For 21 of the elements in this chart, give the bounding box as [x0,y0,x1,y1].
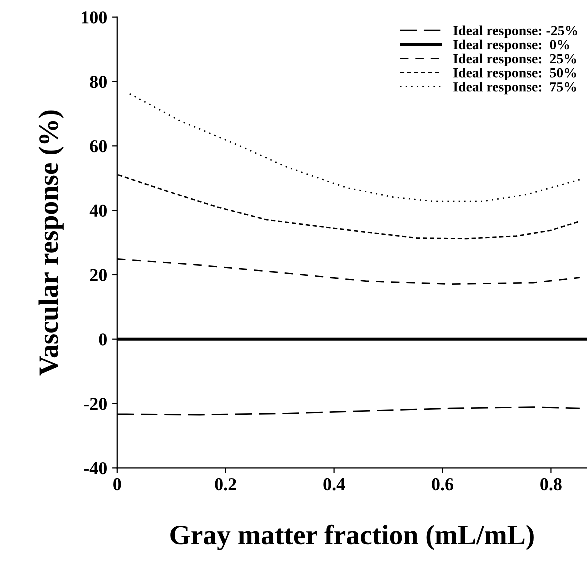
x-axis-title: Gray matter fraction (mL/mL) [170,524,534,550]
y-axis-title: Vascular response (%) [38,110,64,376]
legend-label: Ideal response: 25% [454,54,576,66]
y-tick-label: 40 [90,204,107,217]
x-tick-label: 0.4 [324,478,346,491]
y-tick-label: 0 [99,334,107,346]
y-tick-label: 60 [90,140,107,153]
y-tick-label: -40 [84,462,107,475]
legend-label: Ideal response: -25% [454,26,578,38]
x-tick-label: 0.8 [540,478,562,491]
x-tick-label: 0.6 [432,478,454,491]
x-tick-label: 0.2 [215,478,236,491]
line-series [129,93,581,202]
legend-label: Ideal response: 50% [454,68,576,81]
legend-label: Ideal response: 0% [454,40,570,52]
y-tick-label: 20 [90,269,107,282]
y-tick-label: -20 [84,398,107,410]
y-tick-label: 80 [90,76,107,88]
legend-label: Ideal response: 75% [454,82,576,95]
y-tick-label: 100 [82,12,107,24]
x-tick-label: 0 [114,478,122,491]
